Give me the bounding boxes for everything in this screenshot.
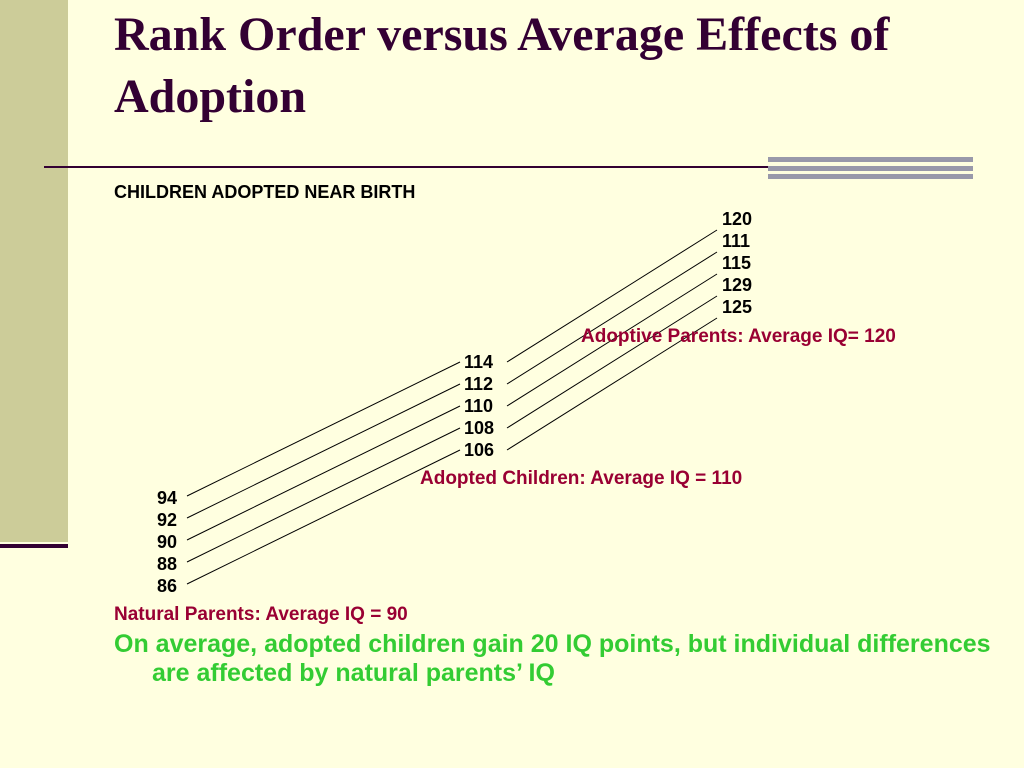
adoptive-parent-iq-1: 120 bbox=[722, 209, 752, 229]
sidebar-band bbox=[0, 0, 68, 542]
natural-parent-iq-2: 92 bbox=[157, 510, 177, 530]
adopted-child-iq-1: 114 bbox=[464, 352, 493, 372]
adopted-child-iq-2: 112 bbox=[464, 374, 493, 394]
natural-parent-iq-4: 88 bbox=[157, 554, 177, 574]
line-child-to-adoptive-4 bbox=[506, 295, 718, 429]
adopted-child-iq-4: 108 bbox=[464, 418, 494, 438]
line-natural-to-child-3 bbox=[186, 405, 461, 541]
adoptive-parent-iq-4: 129 bbox=[722, 275, 752, 295]
adopted-child-iq-5: 106 bbox=[464, 440, 494, 460]
line-child-to-adoptive-5 bbox=[506, 317, 718, 451]
adoptive-parents-caption: Adoptive Parents: Average IQ= 120 bbox=[581, 326, 896, 347]
natural-parent-iq-3: 90 bbox=[157, 532, 177, 552]
line-natural-to-child-1 bbox=[186, 361, 461, 497]
line-natural-to-child-4 bbox=[186, 427, 461, 563]
title-divider bbox=[44, 166, 964, 168]
summary-text: On average, adopted children gain 20 IQ … bbox=[114, 630, 991, 687]
line-child-to-adoptive-2 bbox=[506, 251, 718, 385]
line-child-to-adoptive-3 bbox=[506, 273, 718, 407]
line-natural-to-child-5 bbox=[186, 449, 461, 585]
adoptive-parent-iq-3: 115 bbox=[722, 253, 751, 273]
adopted-children-caption: Adopted Children: Average IQ = 110 bbox=[420, 468, 742, 489]
slide-title: Rank Order versus Average Effects of Ado… bbox=[114, 8, 890, 123]
adoptive-parent-iq-2: 111 bbox=[722, 231, 750, 251]
sidebar-rule bbox=[0, 544, 68, 548]
line-child-to-adoptive-1 bbox=[506, 229, 718, 363]
adopted-child-iq-3: 110 bbox=[464, 396, 493, 416]
adoptive-parent-iq-5: 125 bbox=[722, 297, 752, 317]
line-natural-to-child-2 bbox=[186, 383, 461, 519]
section-heading: CHILDREN ADOPTED NEAR BIRTH bbox=[114, 182, 416, 202]
natural-parents-caption: Natural Parents: Average IQ = 90 bbox=[114, 604, 408, 625]
accent-bars bbox=[768, 157, 973, 179]
natural-parent-iq-1: 94 bbox=[157, 488, 177, 508]
natural-parent-iq-5: 86 bbox=[157, 576, 177, 596]
